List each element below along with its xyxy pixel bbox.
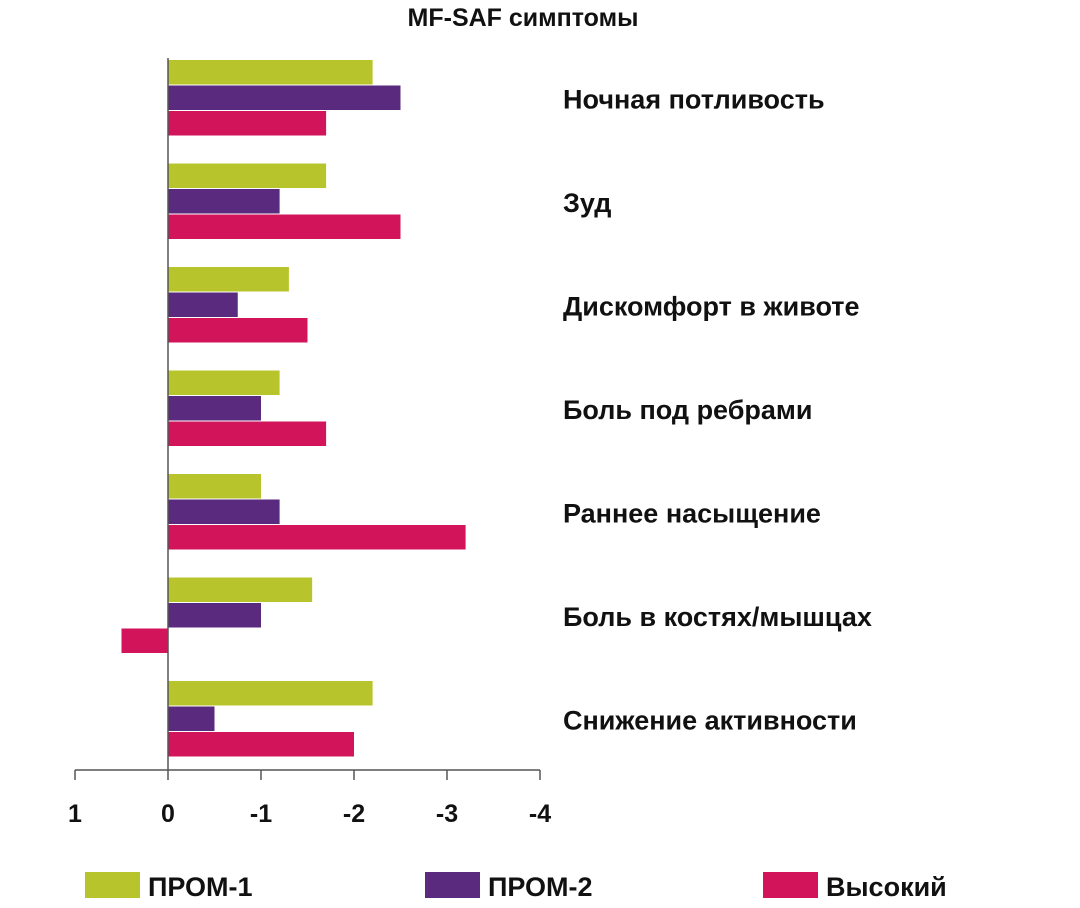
bar-2-4 bbox=[168, 396, 261, 421]
bar-2-3 bbox=[168, 292, 238, 317]
bar-1-1 bbox=[168, 60, 373, 85]
category-label: Дискомфорт в животе bbox=[563, 291, 860, 321]
bar-1-6 bbox=[168, 577, 313, 602]
x-tick-label: 1 bbox=[68, 800, 82, 828]
bar-3-1 bbox=[168, 111, 327, 136]
bar-2-2 bbox=[168, 189, 280, 214]
bar-2-7 bbox=[168, 706, 215, 731]
legend-swatch-2 bbox=[425, 872, 480, 898]
bar-2-6 bbox=[168, 603, 261, 628]
legend-label-3: Высокий bbox=[826, 872, 947, 902]
bar-3-2 bbox=[168, 214, 401, 239]
x-tick-label: -3 bbox=[436, 800, 458, 828]
bar-3-7 bbox=[168, 732, 354, 757]
bar-1-7 bbox=[168, 681, 373, 706]
x-tick-label: 0 bbox=[161, 800, 175, 828]
legend-swatch-3 bbox=[763, 872, 818, 898]
legend-label-1: ПРОМ-1 bbox=[148, 872, 253, 902]
chart-title: MF-SAF симптомы bbox=[408, 4, 639, 32]
category-label: Снижение активности bbox=[563, 705, 857, 735]
bar-1-3 bbox=[168, 267, 289, 292]
category-label: Зуд bbox=[563, 188, 611, 218]
x-tick-label: -4 bbox=[529, 800, 551, 828]
category-label: Боль под ребрами bbox=[563, 395, 812, 425]
bar-2-5 bbox=[168, 499, 280, 524]
x-tick-label: -2 bbox=[343, 800, 365, 828]
category-label: Боль в костях/мышцах bbox=[563, 602, 872, 632]
category-label: Ночная потливость bbox=[563, 84, 825, 114]
category-label: Раннее насыщение bbox=[563, 498, 821, 528]
bar-3-3 bbox=[168, 318, 308, 343]
x-tick-label: -1 bbox=[250, 800, 272, 828]
bar-1-2 bbox=[168, 163, 327, 188]
bar-3-5 bbox=[168, 525, 466, 550]
bar-1-4 bbox=[168, 370, 280, 395]
legend-swatch-1 bbox=[85, 872, 140, 898]
bar-2-1 bbox=[168, 85, 401, 110]
bar-3-4 bbox=[168, 421, 327, 446]
legend-label-2: ПРОМ-2 bbox=[488, 872, 593, 902]
bar-3-6 bbox=[121, 628, 168, 653]
bar-1-5 bbox=[168, 474, 261, 499]
